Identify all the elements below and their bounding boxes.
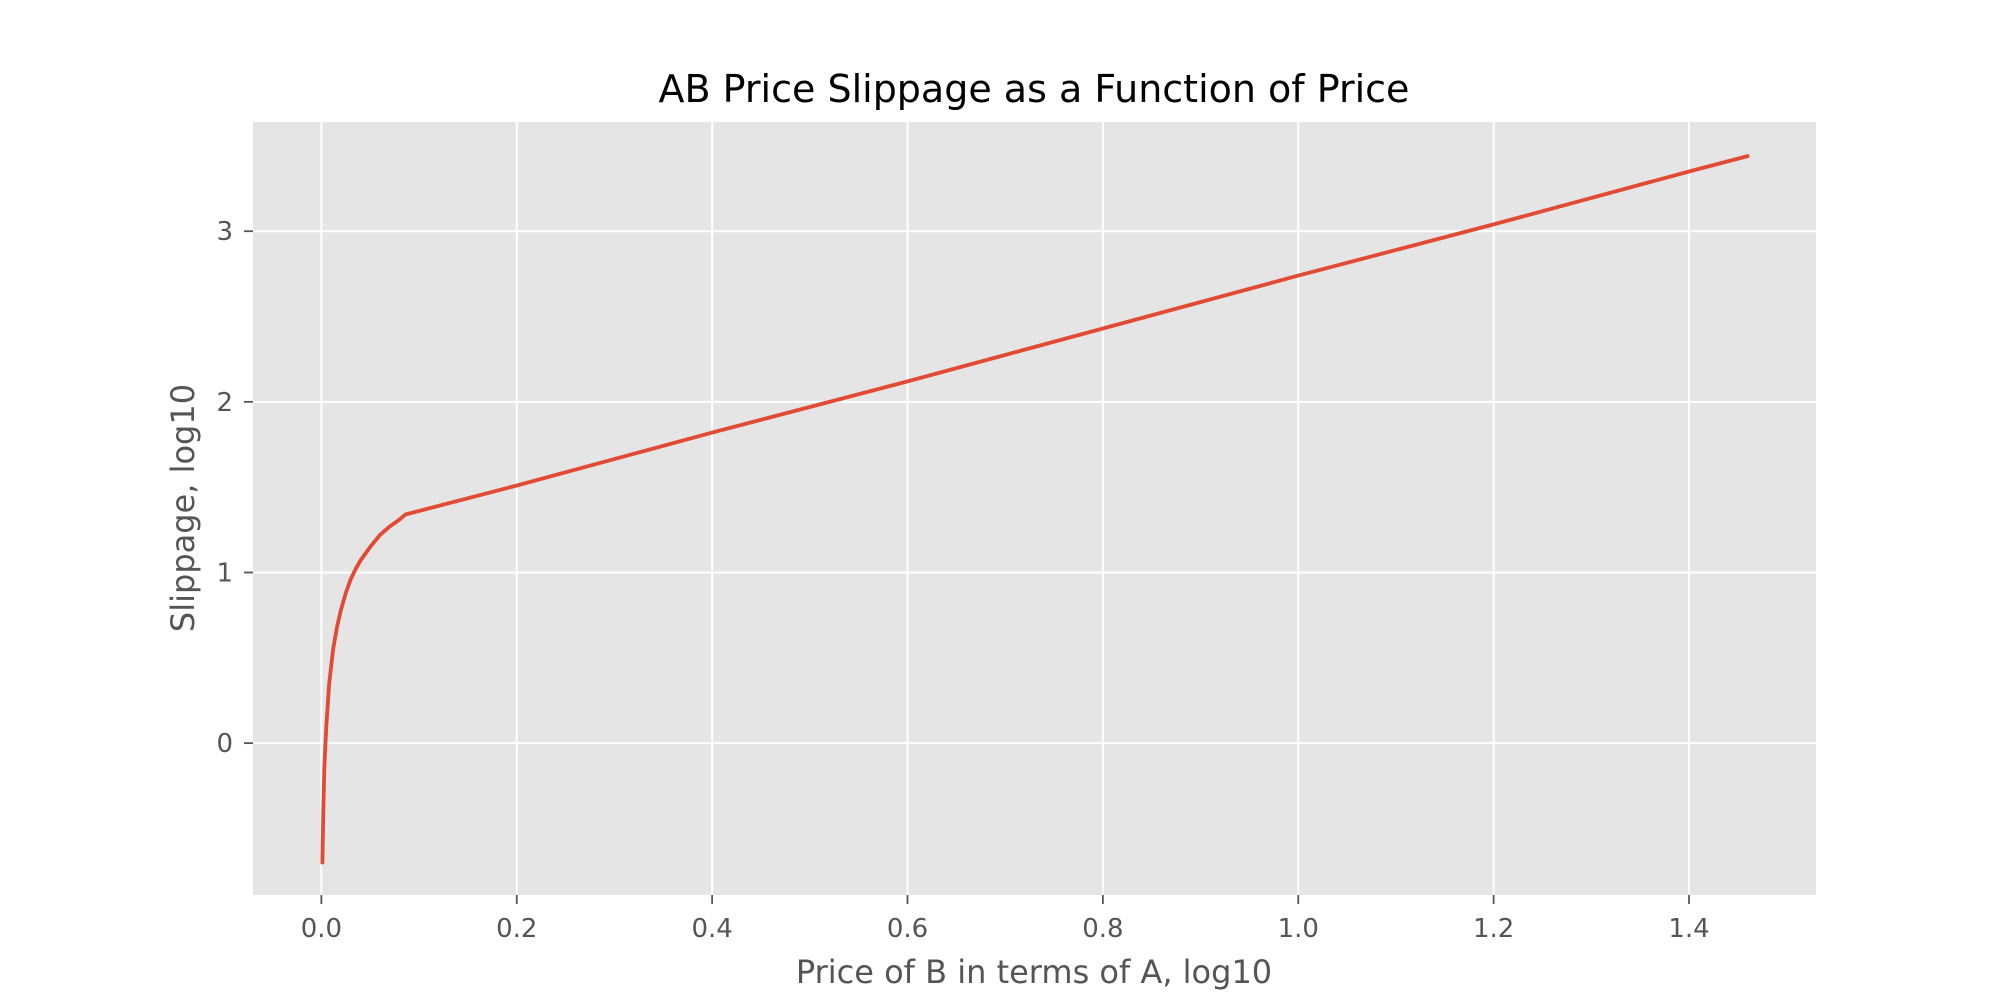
x-tick-label: 1.0 xyxy=(1278,914,1319,944)
series-line xyxy=(320,154,1750,865)
y-tick-label: 2 xyxy=(216,388,233,418)
axis-ticks: 0.0 0.2 0.4 0.6 0.8 1.0 1.2 1.4 0 1 2 3 xyxy=(216,217,1709,944)
gridlines xyxy=(253,122,1816,895)
x-tick-label: 0.4 xyxy=(691,914,732,944)
plot-area xyxy=(253,122,1816,895)
chart-title: AB Price Slippage as a Function of Price xyxy=(659,67,1410,111)
x-tick-label: 0.2 xyxy=(496,914,537,944)
x-axis-label: Price of B in terms of A, log10 xyxy=(796,953,1272,991)
series-group xyxy=(320,154,1750,865)
x-tick-label: 1.4 xyxy=(1668,914,1709,944)
y-tick-label: 1 xyxy=(216,558,233,588)
y-axis-label: Slippage, log10 xyxy=(164,384,202,632)
y-tick-label: 3 xyxy=(216,217,233,247)
x-tick-label: 1.2 xyxy=(1473,914,1514,944)
x-tick-label: 0.8 xyxy=(1082,914,1123,944)
y-tick-label: 0 xyxy=(216,729,233,759)
x-tick-label: 0.6 xyxy=(887,914,928,944)
x-tick-label: 0.0 xyxy=(301,914,342,944)
